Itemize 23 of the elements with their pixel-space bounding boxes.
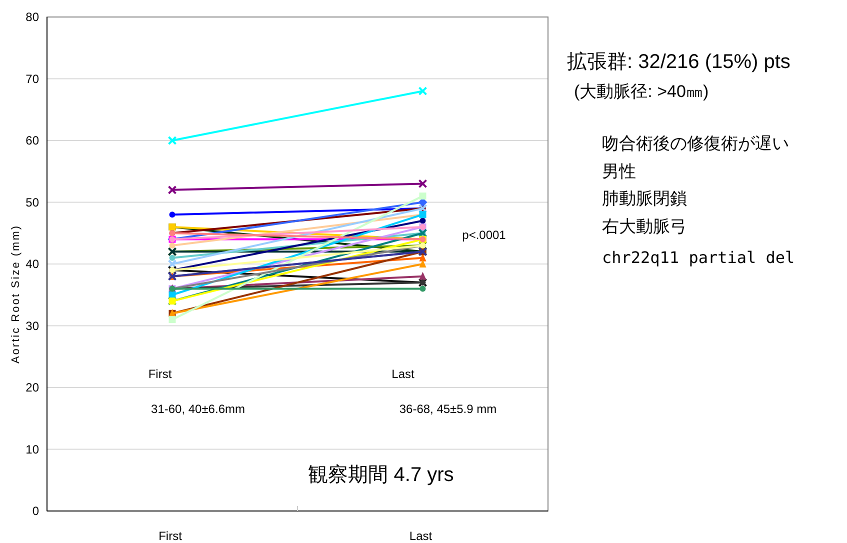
annotation: 観察期間 4.7 yrs bbox=[308, 464, 454, 486]
text: 男性 bbox=[602, 162, 636, 181]
y-tick-label: 60 bbox=[26, 134, 40, 148]
y-tick-label: 20 bbox=[26, 380, 40, 394]
y-tick-label: 0 bbox=[32, 504, 40, 518]
y-tick-label: 30 bbox=[26, 318, 40, 333]
y-axis-title: Aortic Root Size (mm) bbox=[10, 224, 22, 364]
text: (大動脈径: >40㎜) bbox=[574, 82, 709, 101]
y-tick-label: 70 bbox=[26, 72, 40, 86]
y-tick-label: 50 bbox=[26, 195, 40, 210]
y-tick-label: 80 bbox=[26, 10, 40, 24]
text: 拡張群: 32/216 (15%) pts bbox=[567, 51, 790, 73]
annotation: 36-68, 45±5.9 mm bbox=[399, 402, 497, 416]
annotation: First bbox=[148, 367, 172, 381]
y-tick-label: 40 bbox=[26, 257, 40, 271]
text: 吻合術後の修復術が遅い bbox=[602, 134, 789, 153]
annotation: 31-60, 40±6.6mm bbox=[151, 402, 245, 416]
y-tick-label: 10 bbox=[26, 442, 40, 456]
annotation: p<.0001 bbox=[462, 228, 506, 242]
text: chr22q11 partial del bbox=[602, 248, 795, 267]
annotation: Last bbox=[392, 367, 416, 381]
text: 肺動脈閉鎖 bbox=[602, 189, 687, 208]
text: 右大動脈弓 bbox=[602, 217, 687, 236]
